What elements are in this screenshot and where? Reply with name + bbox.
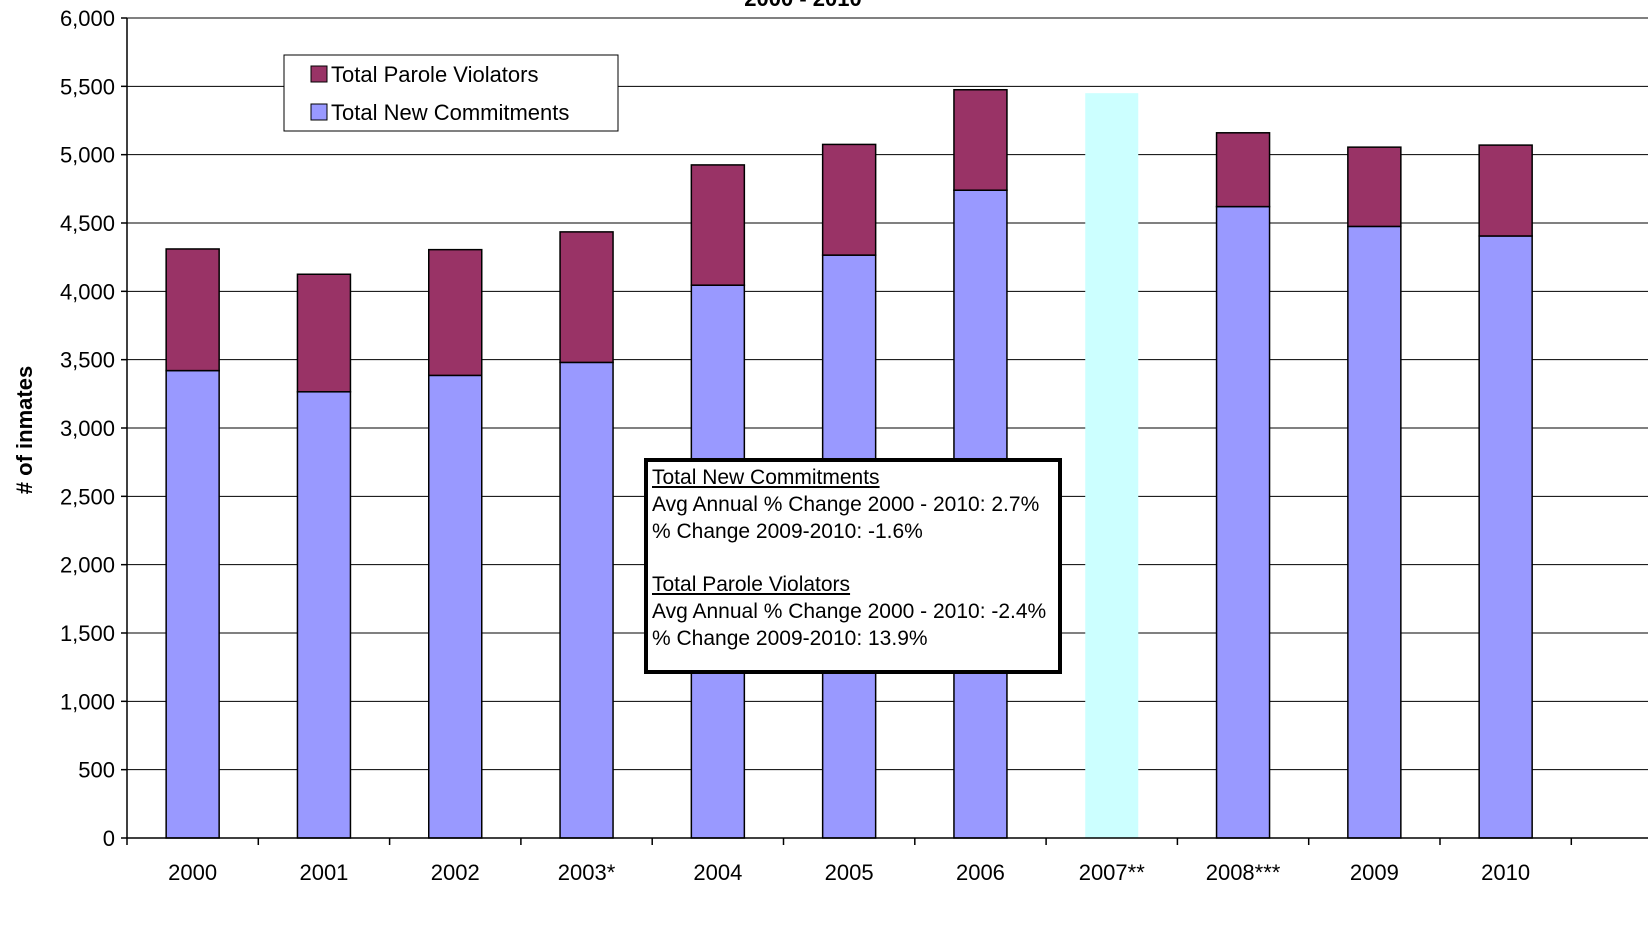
legend-swatch-new-commitments	[310, 103, 328, 121]
bar-total-parole-violators-2000	[165, 248, 220, 372]
legend-label-parole-violators: Total Parole Violators	[331, 62, 539, 87]
legend-box	[283, 54, 619, 132]
bar-total-parole-violators-2002	[428, 248, 483, 377]
bar-total-parole-violators-2003	[559, 231, 614, 364]
y-tick-label-3000: 3,000	[60, 416, 115, 441]
legend-label-new-commitments: Total New Commitments	[331, 100, 569, 125]
y-tick-label-4000: 4,000	[60, 279, 115, 304]
x-tick-label-2003: 2003*	[558, 860, 616, 885]
x-tick-label-2007: 2007**	[1079, 860, 1146, 885]
bar-total-new-commitments-2002	[428, 374, 483, 839]
x-tick-label-2002: 2002	[431, 860, 480, 885]
bar-total-parole-violators-2010	[1478, 144, 1533, 237]
x-tick-label-2008: 2008***	[1206, 860, 1281, 885]
y-tick-label-3500: 3,500	[60, 348, 115, 373]
y-tick-label-2500: 2,500	[60, 484, 115, 509]
x-tick-label-2006: 2006	[956, 860, 1005, 885]
y-tick-label-0: 0	[103, 826, 115, 851]
highlight-bar-2007	[1085, 93, 1139, 838]
annotation-parole-avg: Avg Annual % Change 2000 - 2010: -2.4%	[652, 600, 1047, 623]
y-axis-title: # of inmates	[12, 366, 37, 494]
bar-total-new-commitments-2008	[1215, 205, 1271, 839]
x-tick-label-2001: 2001	[299, 860, 348, 885]
bar-total-new-commitments-2001	[296, 391, 352, 839]
annotation-box: Total New Commitments Avg Annual % Chang…	[644, 458, 1062, 674]
annotation-new-commitments-avg: Avg Annual % Change 2000 - 2010: 2.7%	[652, 493, 1040, 516]
x-tick-label-2005: 2005	[825, 860, 874, 885]
chart-title: 2000 - 2010	[744, 0, 861, 11]
bar-total-parole-violators-2005	[821, 143, 877, 256]
x-tick-label-2009: 2009	[1350, 860, 1399, 885]
y-tick-label-4500: 4,500	[60, 211, 115, 236]
bar-total-parole-violators-2009	[1347, 146, 1402, 228]
bar-total-parole-violators-2008	[1215, 132, 1271, 208]
y-tick-label-5500: 5,500	[60, 74, 115, 99]
legend: Total Parole Violators Total New Commitm…	[283, 54, 619, 132]
x-tick-labels: 2000 2001 2002 2003* 2004 2005 2006 2007** 2008*…	[168, 860, 1530, 885]
bar-total-parole-violators-2004	[690, 164, 746, 286]
legend-swatch-parole-violators	[310, 65, 328, 83]
y-tick-labels: 0 500 1,000 1,500 2,000 2,500 3,000 3,500 4,000 4…	[60, 6, 115, 851]
bar-total-parole-violators-2001	[296, 273, 352, 393]
x-tick-label-2000: 2000	[168, 860, 217, 885]
bar-total-new-commitments-2000	[165, 369, 220, 839]
bar-total-parole-violators-2006	[953, 89, 1008, 191]
y-tick-label-1500: 1,500	[60, 621, 115, 646]
annotation-parole-change: % Change 2009-2010: 13.9%	[652, 627, 928, 650]
y-tick-label-1000: 1,000	[60, 689, 115, 714]
bar-total-new-commitments-2010	[1478, 235, 1533, 839]
annotation-new-commitments-heading: Total New Commitments	[652, 466, 880, 489]
y-tick-label-5000: 5,000	[60, 143, 115, 168]
x-tick-label-2010: 2010	[1481, 860, 1530, 885]
highlight-bar	[1085, 93, 1139, 838]
y-tick-label-2000: 2,000	[60, 553, 115, 578]
y-tick-label-6000: 6,000	[60, 6, 115, 31]
y-tick-label-500: 500	[78, 758, 115, 783]
annotation-new-commitments-change: % Change 2009-2010: -1.6%	[652, 520, 923, 543]
grid-lines	[127, 17, 1648, 839]
annotation-parole-heading: Total Parole Violators	[652, 573, 851, 596]
x-tick-label-2004: 2004	[693, 860, 742, 885]
bar-total-new-commitments-2009	[1347, 225, 1402, 839]
axes	[121, 17, 1648, 845]
bar-total-new-commitments-2003	[559, 361, 614, 839]
